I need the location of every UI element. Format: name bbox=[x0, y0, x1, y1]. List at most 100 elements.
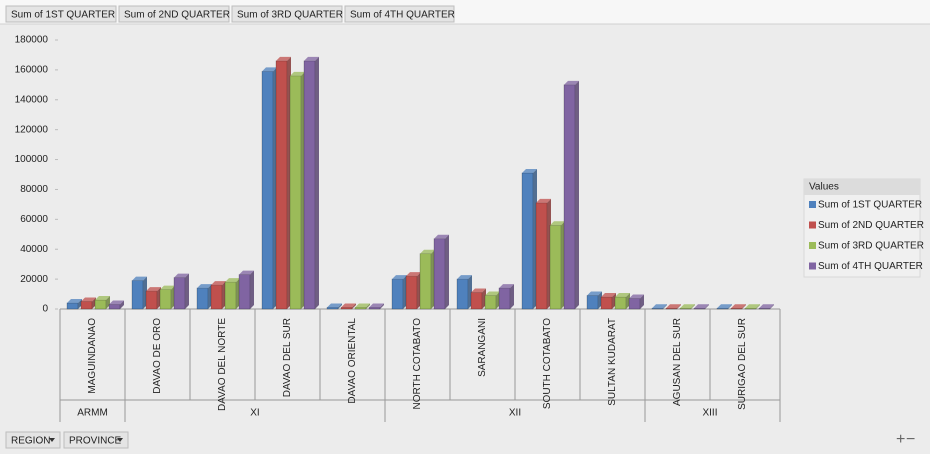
bar bbox=[419, 249, 435, 310]
bar bbox=[484, 291, 500, 310]
bar-top bbox=[457, 275, 472, 280]
bar bbox=[391, 275, 407, 310]
bar-side bbox=[380, 303, 384, 309]
bar-top bbox=[522, 169, 537, 174]
bar bbox=[521, 169, 537, 310]
bar bbox=[66, 299, 82, 310]
field-button-label[interactable]: Sum of 3RD QUARTER bbox=[237, 10, 343, 21]
bar bbox=[456, 275, 472, 310]
bar-side bbox=[575, 80, 579, 309]
bar-front bbox=[354, 307, 367, 310]
legend-swatch bbox=[809, 201, 816, 208]
group-label: XII bbox=[509, 408, 521, 419]
bar-side bbox=[756, 304, 760, 309]
legend-swatch bbox=[809, 242, 816, 249]
legend-label: Sum of 3RD QUARTER bbox=[818, 241, 924, 252]
bar bbox=[131, 276, 147, 310]
bar-side bbox=[770, 304, 774, 309]
bar-top bbox=[81, 297, 96, 302]
bar bbox=[600, 293, 616, 310]
bar-front bbox=[340, 307, 353, 310]
bar-side bbox=[352, 303, 356, 309]
bar-top bbox=[717, 304, 732, 309]
bar-top bbox=[601, 293, 616, 298]
bar bbox=[326, 303, 342, 310]
bar-top bbox=[95, 296, 110, 301]
axis-button[interactable] bbox=[5, 431, 61, 449]
bar-front bbox=[433, 238, 446, 310]
bar-top bbox=[629, 294, 644, 299]
bar-front bbox=[94, 299, 107, 310]
bar-side bbox=[728, 304, 732, 309]
bar-front bbox=[405, 275, 418, 310]
field-button[interactable] bbox=[5, 5, 117, 23]
bar-side bbox=[120, 300, 124, 309]
bar-top bbox=[197, 284, 212, 289]
bar-front bbox=[66, 302, 79, 310]
field-button[interactable] bbox=[118, 5, 230, 23]
bar-side bbox=[663, 304, 667, 309]
bar-top bbox=[652, 304, 667, 309]
bar-front bbox=[651, 307, 664, 310]
y-tick-label: 160000 bbox=[15, 65, 49, 76]
bar-front bbox=[196, 287, 209, 310]
dropdown-arrow[interactable] bbox=[49, 438, 55, 442]
y-tick-label: 0 bbox=[42, 304, 48, 315]
bar-top bbox=[276, 56, 291, 61]
bar-front bbox=[145, 290, 158, 310]
bar-front bbox=[456, 278, 469, 310]
bar-top bbox=[132, 276, 147, 281]
bar-front bbox=[600, 296, 613, 310]
bar-front bbox=[549, 225, 562, 310]
bar-top bbox=[406, 272, 421, 277]
bar bbox=[716, 304, 732, 310]
axis-button-label[interactable]: PROVINCE bbox=[69, 436, 122, 447]
axis-button[interactable] bbox=[63, 431, 129, 449]
y-tick-label: 100000 bbox=[15, 154, 49, 165]
bar-top bbox=[420, 249, 435, 254]
x-tick-label: DAVAO ORIENTAL bbox=[347, 318, 358, 404]
y-tick-label: 120000 bbox=[15, 124, 49, 135]
group-label: XI bbox=[250, 408, 259, 419]
x-tick-label: SULTAN KUDARAT bbox=[607, 318, 618, 406]
bar bbox=[196, 284, 212, 310]
field-button-label[interactable]: Sum of 2ND QUARTER bbox=[124, 10, 230, 21]
bar bbox=[651, 304, 667, 310]
bar bbox=[108, 300, 124, 310]
expand-icon[interactable]: + bbox=[896, 431, 905, 448]
bar-top bbox=[666, 304, 681, 309]
bar-front bbox=[275, 60, 288, 310]
bar-top bbox=[550, 221, 565, 226]
field-button-label[interactable]: Sum of 4TH QUARTER bbox=[350, 10, 455, 21]
bar-side bbox=[78, 299, 82, 309]
bar-side bbox=[315, 56, 319, 309]
y-tick-label: 180000 bbox=[15, 35, 49, 46]
bar bbox=[80, 297, 96, 310]
bar bbox=[563, 80, 579, 310]
bar-front bbox=[679, 307, 692, 310]
bar bbox=[744, 304, 760, 310]
bar-top bbox=[327, 303, 342, 308]
bar bbox=[758, 304, 774, 310]
bar bbox=[289, 71, 305, 310]
field-button[interactable] bbox=[231, 5, 343, 23]
bar-top bbox=[471, 288, 486, 293]
bar-top bbox=[262, 67, 277, 72]
bar-front bbox=[261, 71, 274, 310]
bar-side bbox=[691, 304, 695, 309]
axis-button-label[interactable]: REGION bbox=[11, 436, 50, 447]
y-tick-label: 60000 bbox=[20, 214, 48, 225]
bar bbox=[549, 221, 565, 310]
bar-top bbox=[759, 304, 774, 309]
dropdown-arrow[interactable] bbox=[117, 438, 123, 442]
bar bbox=[586, 291, 602, 310]
bar bbox=[368, 303, 384, 310]
collapse-icon[interactable]: − bbox=[906, 431, 915, 448]
bar-front bbox=[391, 278, 404, 310]
field-button-label[interactable]: Sum of 1ST QUARTER bbox=[11, 10, 115, 21]
field-button[interactable] bbox=[344, 5, 455, 23]
legend-label: Sum of 4TH QUARTER bbox=[818, 261, 923, 272]
bar-side bbox=[677, 304, 681, 309]
